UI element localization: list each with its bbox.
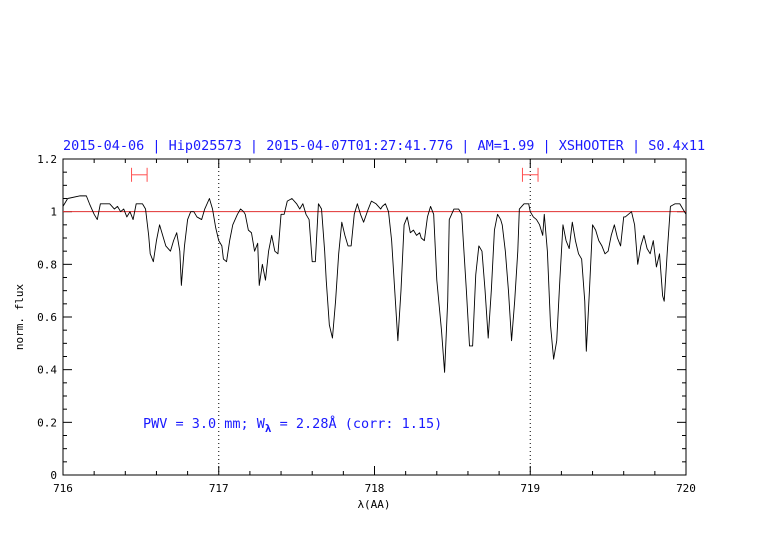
x-tick-label: 716 [53,482,73,495]
annotation-text: PWV = 3.0 mm; W [143,416,266,432]
y-tick-label: 1 [50,206,57,219]
y-tick-label: 1.2 [37,153,57,166]
annotation: PWV = 3.0 mm; Wλ = 2.28Å (corr: 1.15) [143,415,442,435]
y-tick-label: 0 [50,469,57,482]
annotation-subscript: λ [265,422,272,435]
y-axis-label: norm. flux [13,284,26,351]
y-tick-label: 0.4 [37,364,57,377]
annotation-tail: = 2.28Å (corr: 1.15) [272,415,443,432]
x-tick-label: 720 [676,482,696,495]
y-tick-label: 0.8 [37,258,57,271]
spectrum-line [62,195,687,373]
x-tick-label: 717 [209,482,229,495]
y-tick-label: 0.6 [37,311,57,324]
chart-title: 2015-04-06 | Hip025573 | 2015-04-07T01:2… [63,138,705,154]
y-tick-label: 0.2 [37,416,57,429]
x-axis-label: λ(AA) [357,498,390,511]
x-tick-label: 718 [365,482,385,495]
x-tick-label: 719 [520,482,540,495]
